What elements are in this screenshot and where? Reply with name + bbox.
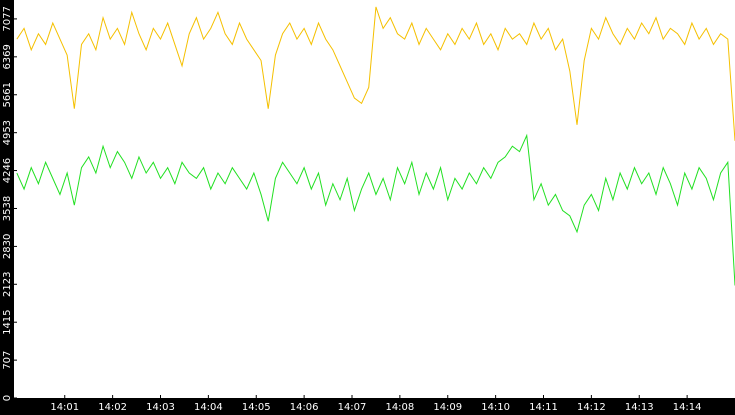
y-tick-label: 5661 bbox=[2, 82, 13, 107]
x-tick-label: 14:12 bbox=[577, 402, 606, 413]
x-tick-label: 14:05 bbox=[242, 402, 271, 413]
x-tick-label: 14:10 bbox=[481, 402, 510, 413]
x-tick-label: 14:07 bbox=[338, 402, 367, 413]
y-tick-label: 7077 bbox=[2, 6, 13, 31]
y-tick-label: 4953 bbox=[2, 120, 13, 145]
y-tick-label: 3538 bbox=[2, 196, 13, 221]
y-tick-label: 707 bbox=[2, 351, 13, 370]
x-tick-label: 14:13 bbox=[625, 402, 654, 413]
x-tick-label: 14:03 bbox=[146, 402, 175, 413]
x-tick-label: 14:01 bbox=[50, 402, 79, 413]
y-tick-label: 2830 bbox=[2, 234, 13, 259]
x-tick-label: 14:04 bbox=[194, 402, 223, 413]
plot-area bbox=[14, 0, 735, 398]
y-tick-label: 2123 bbox=[2, 272, 13, 297]
x-tick-label: 14:14 bbox=[673, 402, 702, 413]
x-tick-label: 14:08 bbox=[385, 402, 414, 413]
x-tick-label: 14:09 bbox=[433, 402, 462, 413]
x-tick-label: 14:06 bbox=[290, 402, 319, 413]
y-tick-label: 4246 bbox=[2, 158, 13, 183]
y-tick-label: 1415 bbox=[2, 309, 13, 334]
x-tick-label: 14:11 bbox=[529, 402, 558, 413]
series-line bbox=[16, 6, 735, 141]
y-tick-label: 0 bbox=[2, 395, 13, 401]
series-line bbox=[16, 133, 735, 286]
x-tick-label: 14:02 bbox=[98, 402, 127, 413]
y-tick-label: 6369 bbox=[2, 44, 13, 69]
